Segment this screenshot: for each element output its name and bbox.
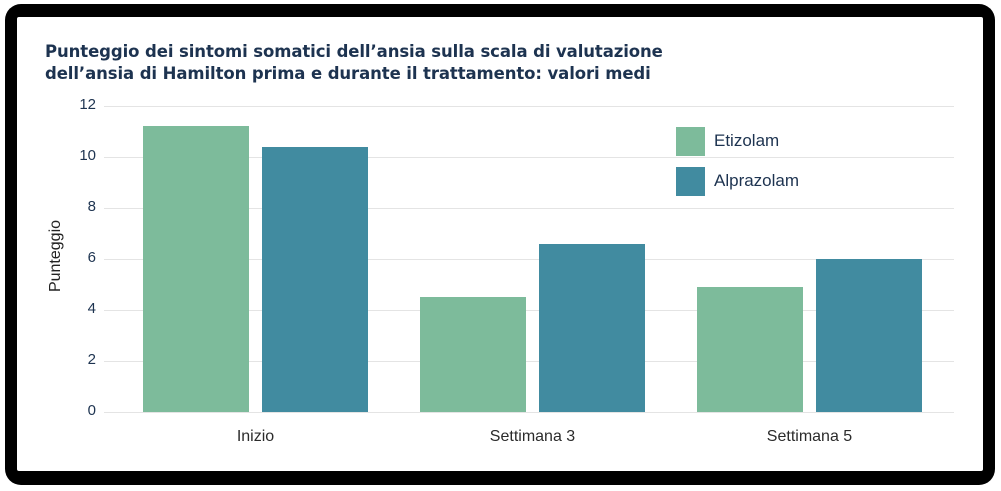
legend-swatch-alprazolam — [676, 166, 705, 196]
legend-swatch-etizolam — [676, 126, 705, 156]
bar-alprazolam-settimana-5 — [816, 259, 922, 412]
x-tick-label: Settimana 3 — [489, 428, 576, 445]
x-tick-label: Settimana 5 — [766, 428, 853, 445]
chart-title-line-1: Punteggio dei sintomi somatici dell’ansi… — [45, 42, 663, 61]
gridline — [104, 259, 954, 260]
y-tick-label: 8 — [87, 198, 96, 215]
y-tick-label: 10 — [79, 147, 96, 164]
chart-title-line-2: dell’ansia di Hamilton prima e durante i… — [45, 64, 651, 83]
gridline — [104, 310, 954, 311]
bar-alprazolam-inizio — [262, 146, 368, 412]
legend-item-etizolam: Etizolam — [676, 126, 779, 156]
y-tick-label: 4 — [87, 300, 96, 317]
gridline — [104, 106, 954, 107]
bar-alprazolam-settimana-3 — [539, 243, 645, 412]
gridline — [104, 157, 954, 158]
y-tick-label: 6 — [87, 249, 96, 266]
gridline — [104, 412, 954, 413]
y-tick-label: 2 — [87, 351, 96, 368]
legend-label: Alprazolam — [714, 171, 800, 190]
y-tick-label: 12 — [79, 96, 96, 113]
legend-label: Etizolam — [714, 131, 780, 150]
y-tick-label: 0 — [87, 402, 96, 419]
gridline — [104, 361, 954, 362]
x-tick-label: Inizio — [236, 428, 275, 445]
gridline — [104, 208, 954, 209]
bar-etizolam-settimana-3 — [420, 297, 526, 412]
legend-item-alprazolam: Alprazolam — [676, 166, 799, 196]
bar-etizolam-inizio — [143, 126, 249, 412]
bar-etizolam-settimana-5 — [697, 287, 803, 412]
chart-title: Punteggio dei sintomi somatici dell’ansi… — [45, 41, 663, 85]
